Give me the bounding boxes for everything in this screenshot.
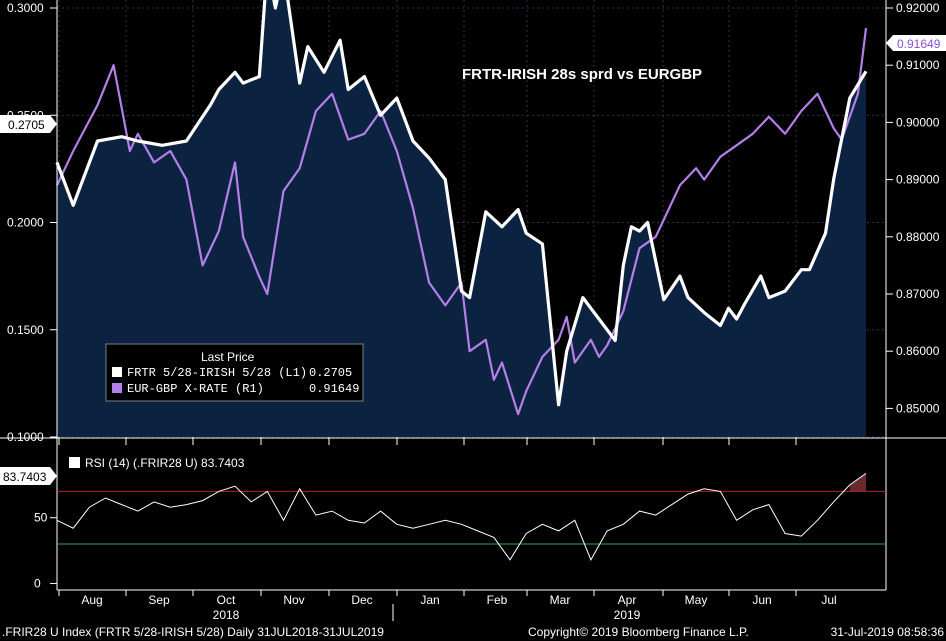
month-label: Nov bbox=[283, 593, 304, 607]
right-tick-label: 0.89000 bbox=[896, 173, 940, 187]
right-last-value-badge: 0.91649 bbox=[886, 35, 946, 51]
rsi-tick-label: 50 bbox=[34, 511, 48, 525]
right-tick-label: 0.88000 bbox=[896, 230, 940, 244]
month-label: Jun bbox=[752, 593, 771, 607]
rsi-axis-ticks: 50 0 bbox=[34, 511, 57, 590]
rsi-legend-label: RSI (14) (.FRIR28 U) 83.7403 bbox=[85, 456, 245, 470]
legend-value-eurgbp: 0.91649 bbox=[309, 382, 359, 396]
footer-bar: .FRIR28 U Index (FRTR 5/28-IRISH 5/28) D… bbox=[0, 623, 946, 641]
right-tick-label: 0.92000 bbox=[896, 1, 940, 15]
month-label: Apr bbox=[618, 593, 637, 607]
left-tick-label: 0.3000 bbox=[7, 1, 44, 15]
footer-copyright: Copyright© 2019 Bloomberg Finance L.P. bbox=[528, 625, 749, 639]
month-label: May bbox=[685, 593, 708, 607]
right-axis-ticks: 0.92000 0.91000 0.90000 0.89000 0.88000 0.870… bbox=[886, 1, 940, 415]
rsi-last-value-badge: 83.7403 bbox=[0, 467, 57, 485]
year-label-2018: 2018 bbox=[213, 608, 240, 622]
legend-header: Last Price bbox=[201, 350, 255, 364]
right-last-value-text: 0.91649 bbox=[897, 37, 941, 51]
month-label: Feb bbox=[487, 593, 508, 607]
month-label: Oct bbox=[217, 593, 236, 607]
left-tick-label: 0.1000 bbox=[7, 430, 44, 444]
month-label: Sep bbox=[148, 593, 170, 607]
month-label: Dec bbox=[351, 593, 372, 607]
legend-swatch-spread bbox=[112, 367, 122, 377]
legend-label-spread: FRTR 5/28-IRISH 5/28 (L1) bbox=[127, 366, 307, 380]
month-label: Mar bbox=[550, 593, 571, 607]
legend-label-eurgbp: EUR-GBP X-RATE (R1) bbox=[127, 382, 264, 396]
rsi-threshold-fill bbox=[849, 473, 866, 492]
right-tick-label: 0.86000 bbox=[896, 344, 940, 358]
rsi-plot-background bbox=[57, 440, 886, 590]
right-tick-label: 0.85000 bbox=[896, 401, 940, 415]
x-axis-month-ticks: Aug Sep Oct Nov Dec Jan Feb Mar Apr May Jun Jul 2018… bbox=[58, 437, 837, 622]
spread-series-line bbox=[55, 0, 868, 407]
legend-value-spread: 0.2705 bbox=[309, 366, 352, 380]
right-tick-label: 0.91000 bbox=[896, 58, 940, 72]
legend-box: Last Price FRTR 5/28-IRISH 5/28 (L1) 0.2… bbox=[105, 343, 364, 402]
footer-timestamp: 31-Jul-2019 08:58:36 bbox=[830, 625, 944, 639]
rsi-tick-label: 0 bbox=[34, 576, 41, 590]
footer-security-info: .FRIR28 U Index (FRTR 5/28-IRISH 5/28) D… bbox=[2, 625, 384, 639]
rsi-threshold-fills bbox=[849, 473, 866, 492]
left-last-value-badge: 0.2705 bbox=[0, 115, 57, 133]
left-tick-label: 0.2000 bbox=[7, 216, 44, 230]
spread-area-fill bbox=[57, 0, 866, 437]
legend-swatch-eurgbp bbox=[112, 383, 122, 393]
eurgbp-series-line bbox=[56, 27, 868, 416]
chart-title: FRTR-IRISH 28s sprd vs EURGBP bbox=[462, 66, 702, 83]
left-tick-label: 0.1500 bbox=[7, 323, 44, 337]
month-label: Jan bbox=[420, 593, 439, 607]
rsi-series-line bbox=[56, 472, 867, 561]
right-tick-label: 0.90000 bbox=[896, 115, 940, 129]
month-label: Aug bbox=[81, 593, 102, 607]
month-label: Jul bbox=[821, 593, 836, 607]
rsi-legend-swatch bbox=[69, 457, 80, 468]
year-label-2019: 2019 bbox=[614, 608, 641, 622]
rsi-last-value-text: 83.7403 bbox=[3, 470, 47, 484]
left-last-value-text: 0.2705 bbox=[8, 118, 45, 132]
right-tick-label: 0.87000 bbox=[896, 287, 940, 301]
